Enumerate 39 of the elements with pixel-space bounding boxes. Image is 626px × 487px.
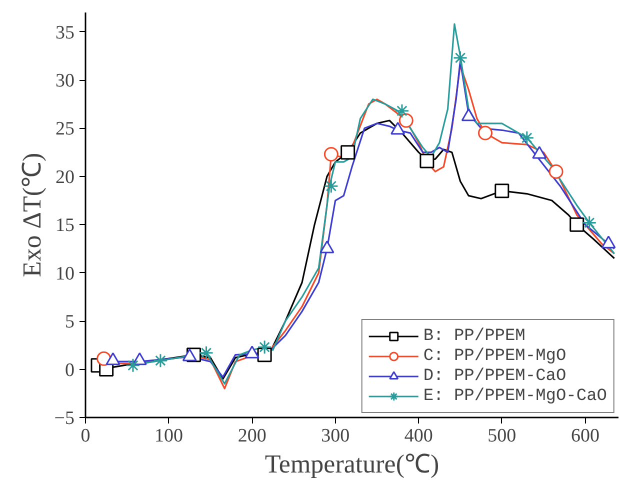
legend-label: C: PP/PPEM-MgO — [423, 346, 566, 366]
point — [520, 130, 534, 146]
point — [398, 113, 414, 128]
y-tick-label: 25 — [56, 118, 74, 140]
x-tick-label: 400 — [404, 426, 433, 446]
x-tick-label: 0 — [80, 426, 90, 446]
y-tick-label: 30 — [56, 70, 74, 92]
point — [453, 50, 468, 66]
x-axis-title: Temperature(℃) — [264, 450, 440, 478]
point — [582, 215, 597, 230]
y-tick-label: 20 — [56, 166, 74, 188]
point — [478, 126, 492, 140]
point — [324, 147, 338, 162]
x-tick-label: 200 — [238, 426, 266, 446]
y-tick-label: 15 — [56, 215, 74, 236]
x-tick-label: 600 — [570, 426, 600, 446]
y-tick-label: 5 — [65, 312, 74, 333]
point — [324, 178, 338, 194]
x-tick-label: 100 — [154, 426, 184, 446]
x-tick-label: 500 — [488, 426, 516, 446]
point — [153, 353, 168, 368]
y-tick-label: 35 — [56, 22, 74, 44]
y-tick-label: −5 — [54, 408, 75, 429]
point — [548, 164, 564, 179]
point — [126, 358, 140, 373]
point — [340, 145, 356, 160]
point — [570, 217, 584, 232]
point — [257, 340, 272, 354]
legend-label: E: PP/PPEM-MgO-CaO — [423, 386, 607, 406]
x-tick-label: 300 — [321, 426, 350, 446]
legend-label: B: PP/PPEM — [423, 326, 526, 346]
legend-label: D: PP/PPEM-CaO — [423, 366, 566, 386]
point — [420, 154, 434, 168]
y-axis-title: Exo ΔT(℃) — [17, 152, 46, 278]
point — [199, 346, 214, 360]
point — [394, 104, 410, 118]
point — [494, 184, 510, 198]
y-tick-label: 10 — [56, 263, 74, 284]
y-tick-label: 0 — [65, 360, 74, 381]
